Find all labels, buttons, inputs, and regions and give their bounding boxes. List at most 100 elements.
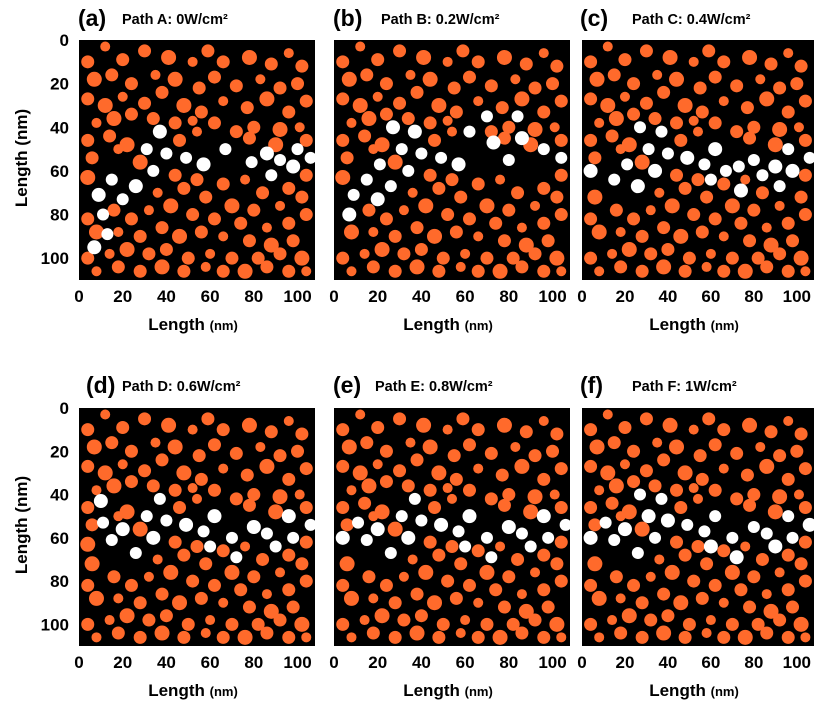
matrix-particle [670, 116, 684, 130]
matrix-particle [554, 501, 568, 515]
path-particle [105, 173, 118, 186]
x-tick-label: 80 [744, 653, 763, 672]
matrix-particle [343, 224, 359, 240]
matrix-particle [648, 112, 662, 126]
path-particle [459, 540, 472, 553]
y-tick-label: 0 [60, 399, 69, 418]
path-particle [129, 546, 142, 559]
matrix-particle [627, 444, 641, 458]
matrix-particle [259, 458, 275, 474]
matrix-particle [554, 94, 568, 108]
matrix-particle [670, 535, 684, 549]
matrix-particle [291, 77, 305, 91]
matrix-particle [614, 260, 628, 274]
path-particle [733, 183, 748, 198]
matrix-particle [218, 96, 229, 107]
matrix-particle [664, 198, 680, 214]
matrix-particle [695, 591, 709, 605]
path-particle [146, 530, 161, 545]
matrix-particle [730, 492, 744, 506]
panel-a: (a) Path A: 0W/cm² 0 20 40 60 80 100 0 20 40 60 80 10… [12, 5, 317, 334]
path-particle [631, 546, 644, 559]
matrix-particle [515, 626, 529, 640]
matrix-particle [600, 465, 616, 481]
path-particle [140, 510, 153, 523]
x-tick-label: 80 [244, 653, 263, 672]
matrix-particle [708, 212, 722, 226]
path-particle [101, 228, 114, 241]
matrix-particle [205, 615, 216, 626]
matrix-particle [393, 412, 407, 426]
path-particle [225, 531, 238, 544]
matrix-particle [282, 630, 296, 644]
matrix-particle [764, 57, 778, 71]
matrix-particle [497, 600, 511, 614]
matrix-particle [730, 79, 744, 93]
matrix-particle [161, 417, 177, 433]
path-particle [514, 131, 529, 146]
matrix-particle [537, 216, 551, 230]
matrix-particle [423, 116, 437, 130]
matrix-particle [480, 251, 494, 265]
matrix-particle [143, 205, 154, 216]
matrix-particle [743, 498, 757, 512]
path-particle [704, 173, 717, 186]
matrix-particle [372, 459, 383, 470]
matrix-particle [484, 446, 498, 460]
x-axis-label: Length (nm) [649, 681, 739, 700]
matrix-particle [607, 436, 621, 450]
matrix-particle [537, 264, 551, 278]
matrix-particle [724, 564, 740, 580]
matrix-particle [155, 587, 169, 601]
matrix-particle [455, 261, 466, 272]
matrix-particle [747, 570, 761, 584]
matrix-particle [479, 564, 495, 580]
path-particle [291, 143, 304, 156]
matrix-particle [295, 427, 309, 441]
path-particle [373, 158, 386, 171]
matrix-particle [146, 479, 160, 493]
matrix-particle [471, 177, 485, 191]
matrix-particle [295, 59, 309, 73]
matrix-particle [168, 116, 182, 130]
matrix-particle [449, 591, 463, 605]
matrix-particle [103, 129, 117, 143]
matrix-particle [152, 554, 163, 565]
path-particle [803, 151, 816, 164]
matrix-particle [794, 557, 808, 571]
matrix-particle [240, 468, 254, 482]
matrix-particle [224, 564, 240, 580]
y-tick-label: 20 [50, 442, 69, 461]
matrix-particle [186, 208, 200, 222]
matrix-particle [496, 417, 512, 433]
matrix-particle [794, 59, 808, 73]
matrix-particle [336, 617, 350, 631]
matrix-particle [104, 248, 115, 259]
matrix-particle [218, 231, 229, 242]
path-particle [304, 151, 317, 164]
matrix-particle [111, 260, 125, 274]
matrix-particle [366, 626, 380, 640]
matrix-particle [554, 574, 568, 588]
matrix-particle [225, 251, 239, 265]
matrix-particle [229, 446, 243, 460]
matrix-particle [432, 630, 446, 644]
matrix-particle [143, 571, 154, 582]
matrix-particle [664, 564, 680, 580]
matrix-particle [700, 557, 714, 571]
matrix-particle [591, 224, 607, 240]
x-tick-label: 40 [658, 653, 677, 672]
y-tick-label: 80 [50, 572, 69, 591]
matrix-particle [343, 590, 359, 606]
matrix-particle [445, 539, 459, 553]
matrix-particle [516, 589, 527, 600]
matrix-particle [117, 459, 128, 470]
y-tick-label: 0 [60, 31, 69, 50]
matrix-particle [678, 548, 692, 562]
matrix-particle [761, 589, 772, 600]
matrix-particle [194, 472, 208, 486]
x-tick-label: 60 [201, 287, 220, 306]
matrix-particle [471, 423, 485, 437]
matrix-particle [207, 438, 221, 452]
matrix-particle [295, 190, 309, 204]
